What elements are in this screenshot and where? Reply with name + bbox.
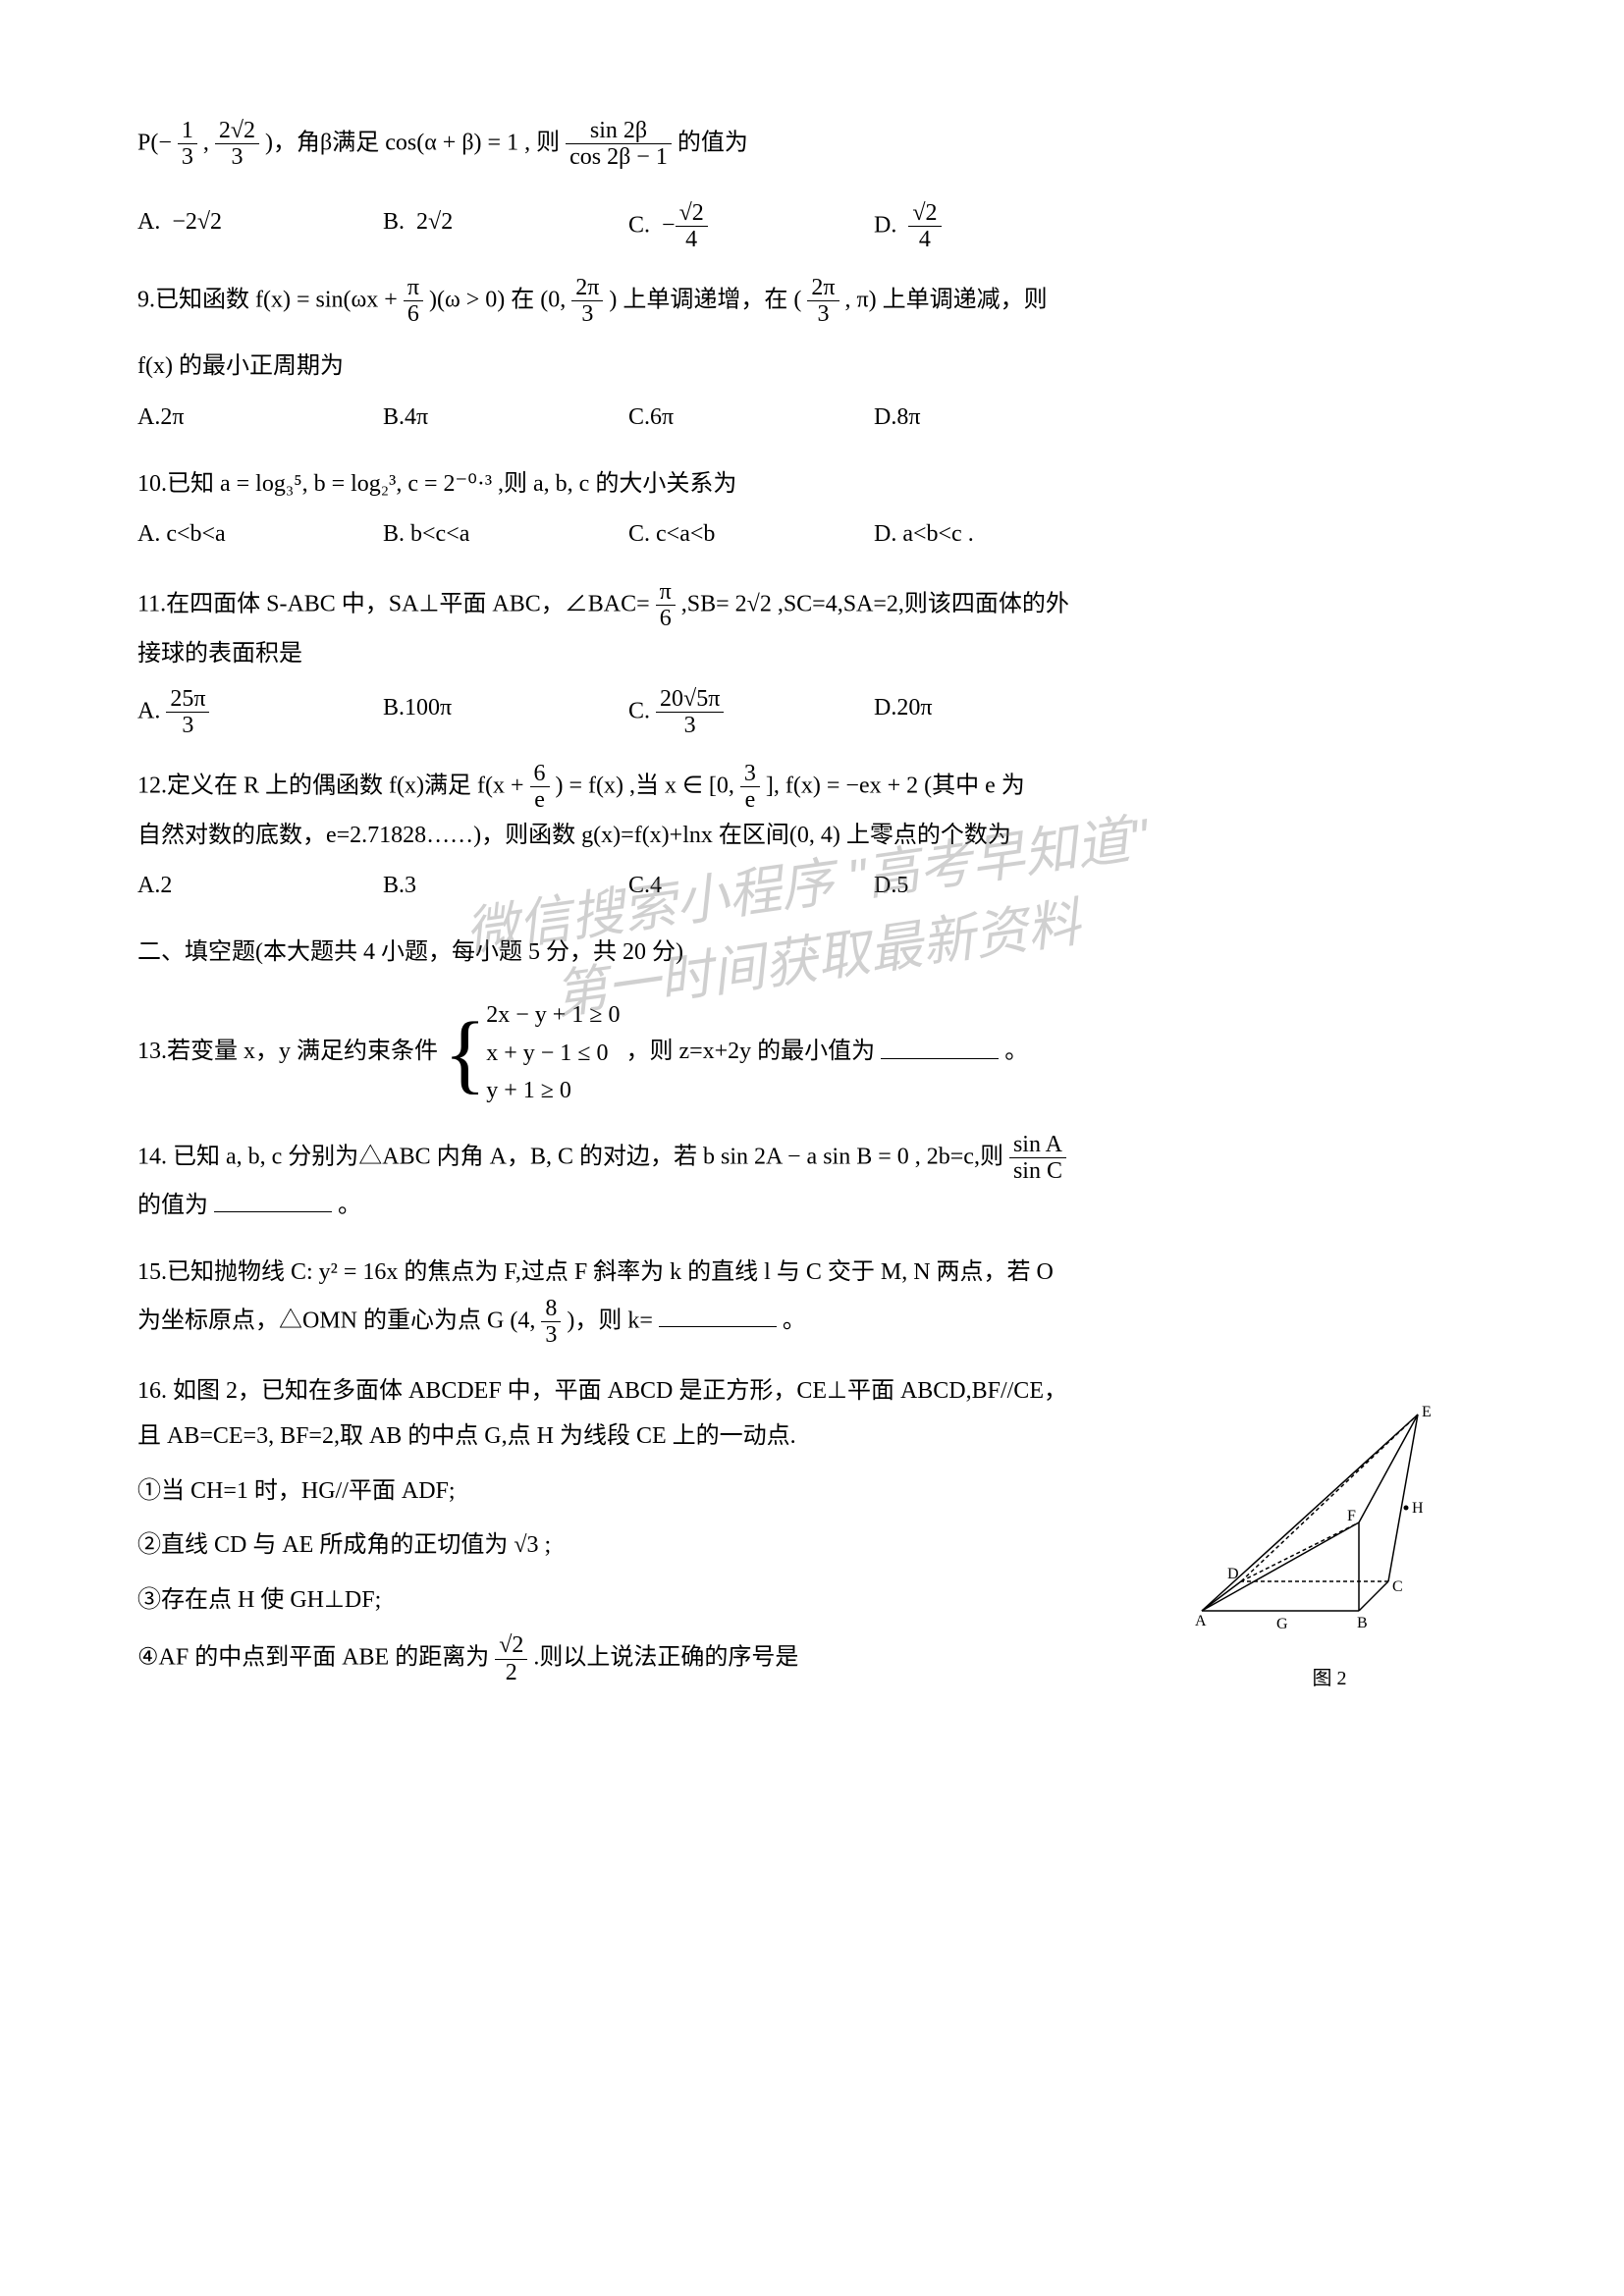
question-10: 10.已知 a = log₃⁵, b = log₂³, c = 2⁻⁰·³ ,则…: [137, 462, 1487, 558]
q15-blank: [659, 1303, 777, 1327]
svg-text:A: A: [1195, 1613, 1207, 1629]
q12-options: A.2 B.3 C.4 D.5: [137, 864, 1487, 909]
q9-opt-b: B.4π: [383, 396, 530, 441]
figure-2-caption: 图 2: [1192, 1660, 1467, 1697]
q11-options: A. 25π3 B.100π C. 20√5π3 D.20π: [137, 686, 1487, 739]
svg-text:F: F: [1347, 1508, 1356, 1524]
q11-opt-a: A. 25π3: [137, 686, 285, 739]
q9-opt-d: D.8π: [874, 396, 1021, 441]
question-13: 13.若变量 x，y 满足约束条件 { 2x − y + 1 ≥ 0 x + y…: [137, 996, 1487, 1109]
q9-line2: f(x) 的最小正周期为: [137, 353, 344, 379]
q11-opt-d: D.20π: [874, 686, 1021, 739]
q12-opt-d: D.5: [874, 864, 1021, 909]
q16-statement-3: ③存在点 H 使 GH⊥DF;: [137, 1578, 1172, 1624]
q10-opt-c: C. c<a<b: [628, 512, 776, 558]
section-2-title: 二、填空题(本大题共 4 小题，每小题 5 分，共 20 分): [137, 931, 1487, 976]
question-14: 14. 已知 a, b, c 分别为△ABC 内角 A，B, C 的对边，若 b…: [137, 1132, 1487, 1229]
svg-text:H: H: [1412, 1500, 1424, 1517]
q8-text-a: P(−: [137, 130, 172, 155]
q12-opt-b: B.3: [383, 864, 530, 909]
q14-blank: [214, 1188, 332, 1212]
svg-text:D: D: [1227, 1566, 1239, 1582]
question-11: 11.在四面体 S-ABC 中，SA⊥平面 ABC，∠BAC= π6 ,SB= …: [137, 579, 1487, 739]
q16-statement-1: ①当 CH=1 时，HG//平面 ADF;: [137, 1469, 1172, 1515]
svg-text:B: B: [1357, 1615, 1368, 1631]
q10-options: A. c<b<a B. b<c<a C. c<a<b D. a<b<c .: [137, 512, 1487, 558]
q12-opt-c: C.4: [628, 864, 776, 909]
svg-text:E: E: [1422, 1404, 1432, 1420]
q11-opt-c: C. 20√5π3: [628, 686, 776, 739]
q13-blank: [881, 1035, 999, 1059]
svg-text:C: C: [1392, 1578, 1403, 1595]
q9-options: A.2π B.4π C.6π D.8π: [137, 396, 1487, 441]
q10-opt-d: D. a<b<c .: [874, 512, 1021, 558]
q12-line2: 自然对数的底数，e=2.71828……)，则函数 g(x)=f(x)+lnx 在…: [137, 814, 1487, 859]
q11-opt-b: B.100π: [383, 686, 530, 739]
question-8: P(− 13 , 2√23 )，角β满足 cos(α + β) = 1 , 则 …: [137, 118, 1487, 253]
q8-opt-d: D. √24: [874, 200, 1021, 253]
q8-options: A. −2√2 B. 2√2 C. −√24 D. √24: [137, 200, 1487, 253]
q10-opt-b: B. b<c<a: [383, 512, 530, 558]
q16-statement-2: ②直线 CD 与 AE 所成角的正切值为 √3 ;: [137, 1523, 1172, 1569]
q12-opt-a: A.2: [137, 864, 285, 909]
question-15: 15.已知抛物线 C: y² = 16x 的焦点为 F,过点 F 斜率为 k 的…: [137, 1251, 1487, 1348]
question-9: 9.已知函数 f(x) = sin(ωx + π6 )(ω > 0) 在 (0,…: [137, 275, 1487, 441]
svg-text:G: G: [1276, 1616, 1288, 1632]
figure-2: A B C D E F G H 图 2: [1192, 1395, 1467, 1698]
q10-opt-a: A. c<b<a: [137, 512, 285, 558]
q8-opt-b: B. 2√2: [383, 200, 530, 253]
q8-opt-c: C. −√24: [628, 200, 776, 253]
question-12: 12.定义在 R 上的偶函数 f(x)满足 f(x + 6e ) = f(x) …: [137, 761, 1487, 909]
q9-opt-a: A.2π: [137, 396, 285, 441]
q9-opt-c: C.6π: [628, 396, 776, 441]
q11-line2: 接球的表面积是: [137, 632, 1487, 677]
q10-stem: 10.已知 a = log₃⁵, b = log₂³, c = 2⁻⁰·³ ,则…: [137, 462, 1487, 507]
q8-opt-a: A. −2√2: [137, 200, 285, 253]
